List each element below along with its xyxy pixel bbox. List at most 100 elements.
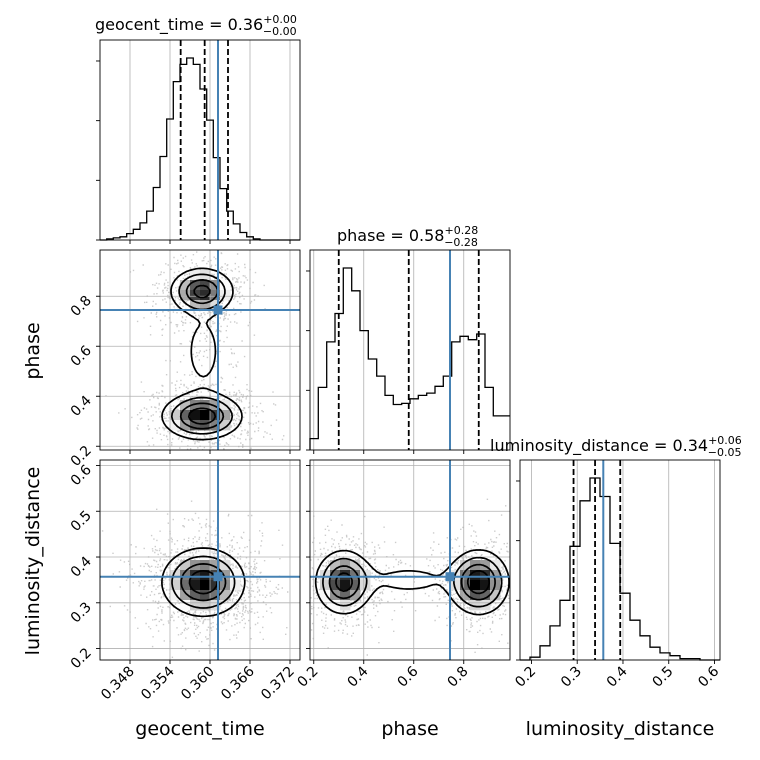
- density-cell: [350, 570, 361, 581]
- quantile-layer: [179, 40, 622, 660]
- contour-level: [180, 563, 227, 602]
- ylabel-phase: phase: [22, 322, 44, 379]
- contour-level: [161, 267, 243, 441]
- density-cell: [170, 410, 181, 421]
- density-cell: [180, 570, 191, 581]
- density-cell: [450, 580, 461, 591]
- density-cell: [480, 560, 491, 571]
- contour-level: [328, 563, 496, 601]
- title-upper-error: +0.00: [263, 13, 297, 26]
- density-cell: [210, 580, 221, 591]
- density-cell: [480, 580, 491, 591]
- density-cell: [340, 560, 351, 571]
- histogram-layer: [100, 57, 720, 661]
- density-cell: [180, 600, 191, 611]
- density-cell: [470, 570, 481, 581]
- y-tick-label-phase: 0.4: [68, 393, 95, 420]
- y-tick-label-luminosity-distance: 0.2: [68, 645, 95, 672]
- density-geocent-time-vs-luminosity-distance: [101, 500, 289, 658]
- density-cell: [190, 580, 201, 591]
- density-cell: [200, 400, 211, 411]
- density-cell: [190, 280, 201, 291]
- density-cell: [200, 550, 211, 561]
- density-cell: [200, 560, 211, 571]
- density-cell: [170, 580, 181, 591]
- density-cell: [220, 590, 231, 601]
- x-tick-label-phase: 0.2: [295, 664, 322, 691]
- histogram-phase: [309, 267, 510, 450]
- density-cell: [200, 580, 211, 591]
- density-cell: [320, 580, 331, 591]
- density-cell: [190, 600, 201, 611]
- density-cell: [230, 570, 241, 581]
- density-cell: [460, 580, 471, 591]
- density-cell: [490, 590, 501, 601]
- density-cell: [180, 290, 191, 301]
- density-cell: [490, 570, 501, 581]
- density-cell: [190, 410, 201, 421]
- histogram-luminosity-distance: [520, 477, 720, 661]
- title-lower-error: −0.00: [263, 25, 297, 38]
- density-cell: [220, 280, 231, 291]
- x-tick-label-geocent-time: 0.366: [218, 663, 258, 703]
- truth-marker: [213, 572, 223, 582]
- density-cell: [180, 280, 191, 291]
- truth-layer: [100, 40, 605, 660]
- panel-frame-geocent-time-geocent-time: [99, 39, 301, 241]
- density-cell: [340, 590, 351, 601]
- title-geocent-time: geocent_time = 0.36+0.00 −0.00: [95, 13, 297, 38]
- frame-layer: [99, 39, 721, 661]
- density-cell: [210, 290, 221, 301]
- contour-level: [161, 547, 246, 618]
- truth-marker: [445, 572, 455, 582]
- xlabel-phase: phase: [381, 718, 438, 740]
- y-tick-label-luminosity-distance: 0.6: [68, 462, 95, 489]
- density-cell: [460, 570, 471, 581]
- density-cell: [220, 560, 231, 571]
- density-cell: [220, 410, 231, 421]
- title-upper-error: +0.28: [444, 224, 478, 237]
- contours-phase-vs-luminosity-distance: [314, 549, 510, 616]
- density-cell: [200, 410, 211, 421]
- density-cell: [340, 580, 351, 591]
- panel-frame-geocent-time-phase: [99, 249, 301, 451]
- y-tick-label-luminosity-distance: 0.4: [68, 553, 95, 580]
- density-cell: [350, 580, 361, 591]
- density-cell: [190, 400, 201, 411]
- y-tick-label-luminosity-distance: 0.3: [68, 599, 95, 626]
- density-cell: [330, 570, 341, 581]
- density-cell: [340, 570, 351, 581]
- title-value: phase = 0.58: [337, 226, 444, 245]
- density-cell: [480, 570, 491, 581]
- y-tick-label-luminosity-distance: 0.5: [68, 508, 95, 535]
- density-cell: [200, 570, 211, 581]
- density-cell: [210, 590, 221, 601]
- density-cell: [220, 420, 231, 431]
- density-cell: [350, 590, 361, 601]
- x-tick-label-luminosity-distance: 0.6: [695, 663, 722, 690]
- density-cell: [180, 590, 191, 601]
- panel-frame-phase-phase: [309, 249, 511, 451]
- density-cell: [470, 590, 481, 601]
- density-cell: [330, 580, 341, 591]
- ylabel-luminosity-distance: luminosity_distance: [22, 467, 44, 656]
- x-tick-label-geocent-time: 0.360: [178, 664, 218, 704]
- density-cell: [170, 570, 181, 581]
- y-tick-label-phase: 0.6: [68, 343, 95, 370]
- x-tick-label-geocent-time: 0.354: [138, 663, 178, 703]
- title-value: geocent_time = 0.36: [95, 15, 263, 35]
- density-cell: [180, 420, 191, 431]
- density-cell: [170, 590, 181, 601]
- title-upper-error: +0.06: [708, 434, 742, 447]
- density-cell: [180, 400, 191, 411]
- histogram-geocent-time: [100, 57, 300, 241]
- panel-frame-geocent-time-luminosity-distance: [99, 459, 301, 661]
- density-cell: [190, 420, 201, 431]
- text-layer: geocent_time = 0.36+0.00 −0.00 phase = 0.…: [22, 13, 742, 740]
- density-cell: [180, 580, 191, 591]
- title-value: luminosity_distance = 0.34: [490, 436, 708, 456]
- x-tick-label-luminosity-distance: 0.5: [650, 664, 677, 691]
- density-cell: [460, 560, 471, 571]
